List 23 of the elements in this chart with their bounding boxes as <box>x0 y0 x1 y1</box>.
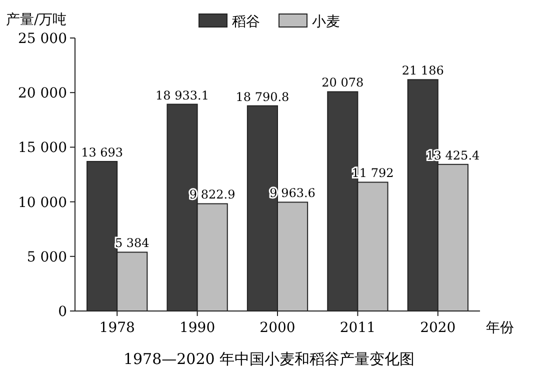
x-tick-label: 2000 <box>260 320 296 336</box>
legend-label: 小麦 <box>312 14 340 30</box>
data-label: 21 186 <box>402 64 444 78</box>
y-axis-title: 产量/万吨 <box>6 12 67 28</box>
y-tick-label: 25 000 <box>18 31 67 47</box>
data-label: 9 822.9 <box>189 188 236 202</box>
data-label: 20 078 <box>322 76 364 90</box>
data-label: 18 790.8 <box>236 90 290 104</box>
y-tick-label: 5 000 <box>26 249 67 266</box>
data-label: 9 963.6 <box>270 186 316 200</box>
y-tick-label: 0 <box>58 304 67 320</box>
x-tick-label: 2011 <box>340 320 376 336</box>
text: 1978—2020 年中国小麦和稻谷产量变化图 <box>123 350 415 368</box>
data-label: 13 693 <box>81 145 124 160</box>
y-tick-label: 20 000 <box>18 86 67 102</box>
y-tick-label: 15 000 <box>18 140 67 156</box>
x-tick-label: 2020 <box>420 320 456 336</box>
data-label: 18 933.1 <box>156 88 209 102</box>
y-tick-label: 10 000 <box>18 194 67 211</box>
x-tick-label: 1990 <box>179 320 216 336</box>
x-tick-label: 1978 <box>99 320 135 336</box>
legend-label: 稻谷 <box>232 14 260 30</box>
x-axis-title: 年份 <box>486 320 514 336</box>
